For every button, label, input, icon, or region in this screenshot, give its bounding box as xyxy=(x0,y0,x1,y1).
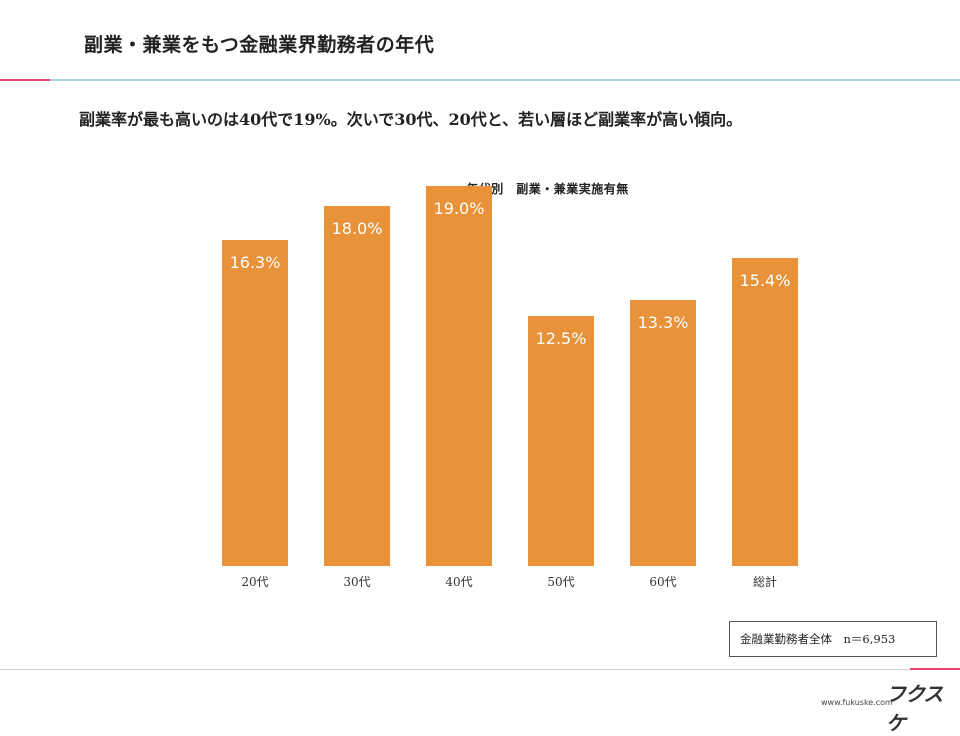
bar-value-label: 18.0% xyxy=(332,219,383,238)
slide-title: 副業・兼業をもつ金融業界勤務者の年代 xyxy=(84,34,435,56)
category-label: 60代 xyxy=(649,575,676,589)
bar-value-label: 19.0% xyxy=(434,199,485,218)
bar-value-label: 13.3% xyxy=(638,313,689,332)
bar-value-label: 12.5% xyxy=(536,329,587,348)
chart-title: 年代別 副業・兼業実施有無 xyxy=(466,182,629,196)
bar-value-label: 15.4% xyxy=(740,271,791,290)
category-label: 30代 xyxy=(343,575,370,589)
bar-50代 xyxy=(528,316,594,566)
category-label: 50代 xyxy=(547,575,574,589)
bar-30代 xyxy=(324,206,390,566)
bar-20代 xyxy=(222,240,288,566)
bar-value-label: 16.3% xyxy=(230,253,281,272)
brand-logo: フクスケ xyxy=(886,682,943,735)
category-label: 総計 xyxy=(753,574,777,589)
header-rule xyxy=(50,79,960,81)
bar-chart: 16.3% 20代 18.0% 30代 19.0% 40代 12.5% 50代 13.3% 60代… xyxy=(222,186,798,589)
footer-accent-rule xyxy=(910,668,960,670)
footer-rule xyxy=(0,669,910,670)
bar-60代 xyxy=(630,300,696,566)
header-accent-rule xyxy=(0,79,50,81)
headline-text: 副業率が最も高いのは40代で19%。次いで30代、20代と、若い層ほど副業率が高… xyxy=(79,110,743,129)
bar-40代 xyxy=(426,186,492,566)
sample-size-note: 金融業勤務者全体 n＝6,953 xyxy=(729,621,937,657)
category-label: 20代 xyxy=(241,575,268,589)
bar-総計 xyxy=(732,258,798,566)
footer-url: www.fukuske.com xyxy=(821,698,893,707)
category-label: 40代 xyxy=(445,575,472,589)
